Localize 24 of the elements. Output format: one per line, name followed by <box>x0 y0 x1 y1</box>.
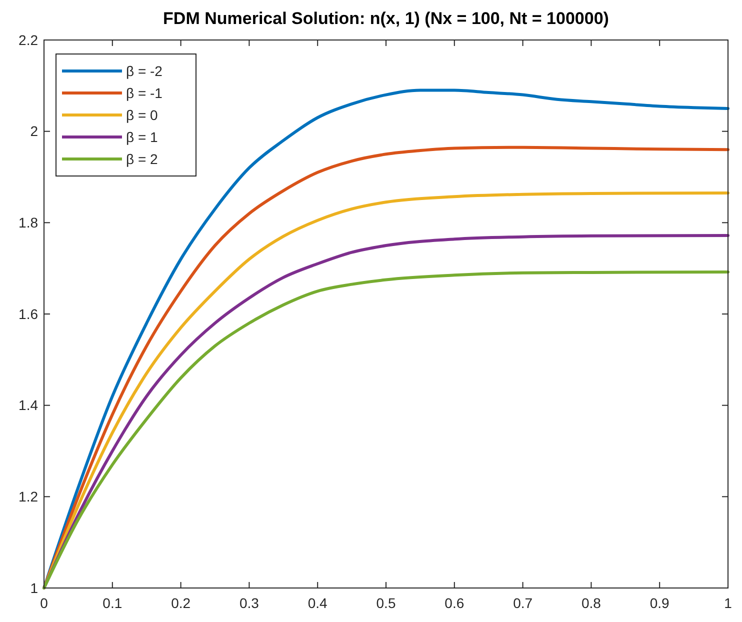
legend-label: β = 0 <box>126 106 158 123</box>
y-tick-label: 1.2 <box>18 488 38 505</box>
y-tick-label: 1 <box>30 580 38 596</box>
x-tick-label: 0.6 <box>444 595 464 611</box>
y-tick-label: 1.4 <box>18 397 38 414</box>
x-tick-label: 0.2 <box>171 595 191 611</box>
legend-label: β = -2 <box>126 62 163 79</box>
x-tick-label: 0.7 <box>513 595 533 611</box>
x-tick-label: 0.8 <box>581 595 602 611</box>
x-tick-label: 0.3 <box>239 595 260 611</box>
y-tick-label: 1.6 <box>18 306 38 322</box>
x-tick-label: 0 <box>40 595 48 611</box>
legend-label: β = 1 <box>126 128 158 145</box>
x-tick-label: 0.9 <box>650 595 670 611</box>
y-tick-label: 1.8 <box>18 214 38 231</box>
x-tick-label: 0.5 <box>376 595 396 611</box>
y-tick-label: 2.2 <box>18 32 38 48</box>
legend-label: β = -1 <box>126 84 163 101</box>
x-tick-label: 1 <box>724 595 732 611</box>
x-tick-label: 0.4 <box>308 595 328 611</box>
legend-label: β = 2 <box>126 150 158 167</box>
x-tick-label: 0.1 <box>102 595 122 611</box>
chart-title: FDM Numerical Solution: n(x, 1) (Nx = 100, Nt = 100000) <box>163 9 609 28</box>
y-tick-label: 2 <box>30 123 38 140</box>
